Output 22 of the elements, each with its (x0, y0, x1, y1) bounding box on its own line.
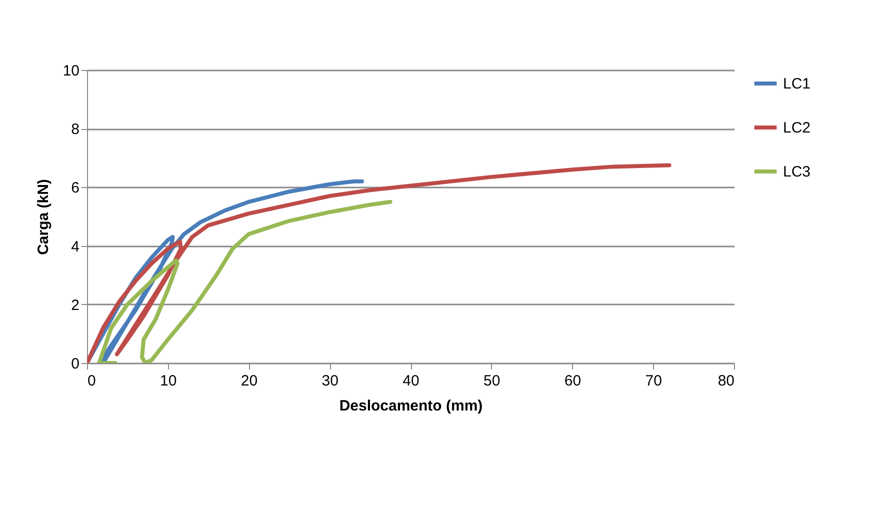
x-tick-label: 80 (718, 372, 734, 390)
y-tick-label: 2 (71, 296, 80, 314)
x-tick-label: 10 (160, 372, 177, 390)
x-tick-label: 20 (240, 372, 258, 390)
x-axis-title: Deslocamento (mm) (339, 398, 483, 414)
legend-label: LC3 (783, 164, 811, 180)
y-tick-label: 4 (71, 238, 80, 256)
x-tick-label: 0 (88, 372, 96, 390)
x-tick-label: 40 (402, 372, 420, 390)
y-axis-title: Carga (kN) (34, 179, 52, 255)
x-tick-label: 30 (322, 372, 338, 390)
x-tick-label: 50 (484, 372, 500, 390)
line-series (87, 163, 672, 363)
y-tick-label: 8 (71, 121, 80, 138)
legend-label: LC1 (783, 76, 811, 92)
x-tick-label: 70 (645, 372, 662, 390)
legend-label: LC2 (783, 120, 811, 136)
line-series (97, 200, 392, 363)
y-tick-label: 0 (71, 356, 80, 372)
y-tick-label: 6 (71, 180, 80, 197)
y-tick-label: 10 (62, 62, 80, 80)
x-tick-label: 60 (564, 372, 582, 390)
